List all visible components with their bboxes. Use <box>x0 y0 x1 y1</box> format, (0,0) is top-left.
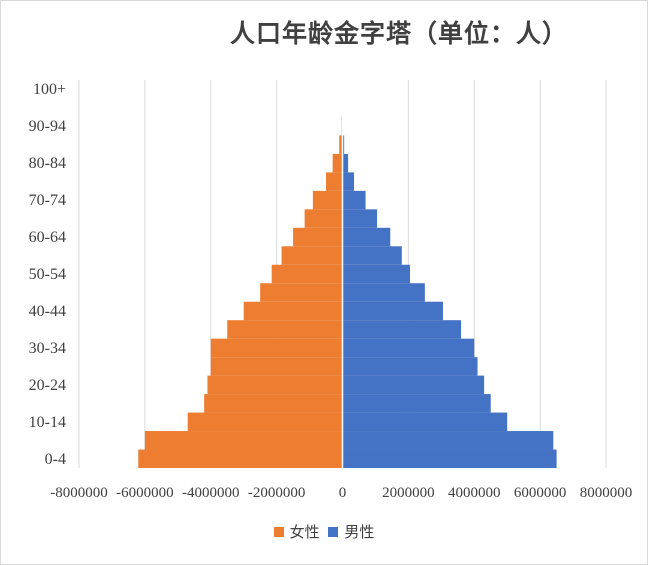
bar-male-75-79 <box>342 172 355 191</box>
bar-male-70-74 <box>342 190 366 210</box>
x-tick-label-5: 2000000 <box>382 485 435 501</box>
bar-female-0-4 <box>138 449 343 468</box>
y-tick-label-40-44: 40-44 <box>29 303 66 320</box>
bar-female-30-34 <box>210 338 343 358</box>
bar-male-25-29 <box>342 357 478 376</box>
x-tick-label-2: -4000000 <box>182 485 240 501</box>
y-tick-label-80-84: 80-84 <box>29 155 66 172</box>
bar-female-5-9 <box>144 431 343 450</box>
y-tick-label-10-14: 10-14 <box>29 414 66 431</box>
bar-female-75-79 <box>326 172 343 191</box>
bar-male-65-69 <box>342 209 378 228</box>
legend-item-female: 女性 <box>273 521 320 542</box>
bar-male-45-49 <box>342 283 425 302</box>
x-tick-label-1: -6000000 <box>116 485 174 501</box>
y-tick-labels: 0-4 10-14 20-24 30-34 40-44 50-54 60-64 70-74 80… <box>29 81 66 468</box>
legend: 女性 男性 <box>0 521 648 542</box>
x-tick-label-3: -2000000 <box>248 485 306 501</box>
x-tick-label-7: 6000000 <box>514 485 567 501</box>
x-tick-label-6: 4000000 <box>448 485 501 501</box>
x-tick-label-8: 8000000 <box>580 485 633 501</box>
bar-female-45-49 <box>260 283 343 302</box>
y-tick-label-50-54: 50-54 <box>29 266 66 283</box>
x-tick-label-4: 0 <box>339 485 347 501</box>
bar-female-50-54 <box>271 264 343 284</box>
bar-male-15-19 <box>342 394 491 413</box>
bar-male-40-44 <box>342 301 443 321</box>
bar-female-60-64 <box>293 227 343 247</box>
legend-swatch-male <box>328 526 339 537</box>
bar-male-55-59 <box>342 246 402 265</box>
bar-male-35-39 <box>342 320 462 339</box>
bar-female-55-59 <box>281 246 343 265</box>
bar-male-50-54 <box>342 264 411 284</box>
legend-label-female: 女性 <box>289 523 320 541</box>
legend-label-male: 男性 <box>344 523 375 541</box>
bar-male-85-89 <box>342 135 345 154</box>
y-tick-label-30-34: 30-34 <box>29 340 66 357</box>
bar-female-35-39 <box>227 320 343 339</box>
legend-swatch-female <box>273 526 284 537</box>
bar-female-70-74 <box>312 190 343 210</box>
chart-title: 人口年龄金字塔（单位：人） <box>229 19 568 48</box>
bar-male-30-34 <box>342 338 475 358</box>
y-tick-label-100+: 100+ <box>33 81 66 98</box>
y-tick-label-90-94: 90-94 <box>29 118 66 135</box>
bar-male-20-24 <box>342 375 485 395</box>
bar-female-85-89 <box>339 135 343 154</box>
bar-female-80-84 <box>332 153 343 173</box>
x-tick-label-0: -8000000 <box>50 485 108 501</box>
bar-female-65-69 <box>304 209 343 228</box>
bar-female-15-19 <box>204 394 343 413</box>
y-tick-label-0-4: 0-4 <box>45 451 66 468</box>
bar-female-40-44 <box>243 301 343 321</box>
bar-male-10-14 <box>342 412 508 432</box>
legend-item-male: 男性 <box>328 521 374 542</box>
bar-male-0-4 <box>342 449 557 468</box>
bar-male-60-64 <box>342 227 391 247</box>
bar-female-10-14 <box>187 412 343 432</box>
y-tick-label-60-64: 60-64 <box>29 229 66 246</box>
bar-female-20-24 <box>207 375 343 395</box>
bars <box>138 80 557 468</box>
y-tick-label-20-24: 20-24 <box>29 377 66 394</box>
bar-male-80-84 <box>342 153 349 173</box>
bar-male-5-9 <box>342 431 554 450</box>
x-tick-labels: -8000000 -6000000 -4000000 -2000000 0 2000000… <box>50 485 632 501</box>
bar-female-25-29 <box>210 357 343 376</box>
y-tick-label-70-74: 70-74 <box>29 192 66 209</box>
